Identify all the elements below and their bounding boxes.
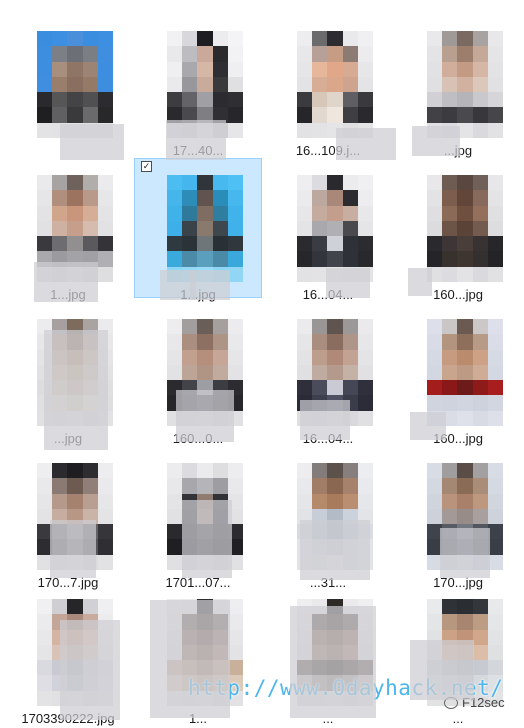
file-thumbnail[interactable] bbox=[297, 175, 373, 282]
redaction-blur bbox=[44, 330, 108, 450]
redaction-blur bbox=[410, 412, 446, 440]
redaction-blur bbox=[190, 270, 230, 300]
redaction-blur bbox=[408, 268, 432, 296]
file-thumbnail[interactable] bbox=[297, 31, 373, 138]
pixelated-photo bbox=[427, 175, 503, 282]
redaction-blur bbox=[60, 620, 120, 720]
file-name: ... bbox=[452, 711, 464, 726]
file-item[interactable]: 170...7.jpg bbox=[4, 446, 132, 590]
file-item[interactable]: 160...jpg bbox=[394, 158, 522, 302]
redaction-blur bbox=[326, 268, 370, 298]
pixelated-photo bbox=[167, 319, 243, 426]
redaction-blur bbox=[150, 600, 230, 718]
file-item[interactable]: 160...jpg bbox=[394, 302, 522, 446]
file-thumbnail[interactable] bbox=[427, 31, 503, 138]
file-thumbnail[interactable] bbox=[427, 175, 503, 282]
redaction-blur bbox=[176, 390, 234, 442]
file-name: ... bbox=[322, 711, 334, 726]
file-name: 1701...07... bbox=[165, 575, 231, 590]
file-name: 170...jpg bbox=[433, 575, 483, 590]
redaction-blur bbox=[182, 500, 232, 578]
selection-checkbox[interactable]: ✓ bbox=[141, 161, 152, 172]
pixelated-photo bbox=[427, 31, 503, 138]
redaction-blur bbox=[290, 606, 376, 718]
redaction-blur bbox=[34, 262, 98, 302]
redaction-blur bbox=[50, 520, 96, 578]
file-item[interactable]: ...jpg bbox=[394, 14, 522, 158]
redaction-blur bbox=[336, 128, 396, 160]
pixelated-photo bbox=[297, 31, 373, 138]
redaction-blur bbox=[60, 124, 124, 160]
redaction-blur bbox=[412, 126, 460, 156]
pixelated-photo bbox=[297, 175, 373, 282]
redaction-blur bbox=[300, 520, 370, 580]
redaction-blur bbox=[166, 120, 226, 160]
pixelated-photo bbox=[427, 319, 503, 426]
file-thumbnail[interactable] bbox=[427, 319, 503, 426]
file-thumbnail[interactable] bbox=[167, 175, 243, 282]
redaction-blur bbox=[410, 640, 474, 700]
redaction-blur bbox=[300, 400, 350, 440]
file-name: 170...7.jpg bbox=[37, 575, 99, 590]
redaction-blur bbox=[440, 528, 490, 578]
pixelated-photo bbox=[37, 31, 113, 138]
file-thumbnail[interactable] bbox=[37, 31, 113, 138]
pixelated-photo bbox=[167, 175, 243, 282]
file-name: 160...jpg bbox=[433, 287, 483, 302]
